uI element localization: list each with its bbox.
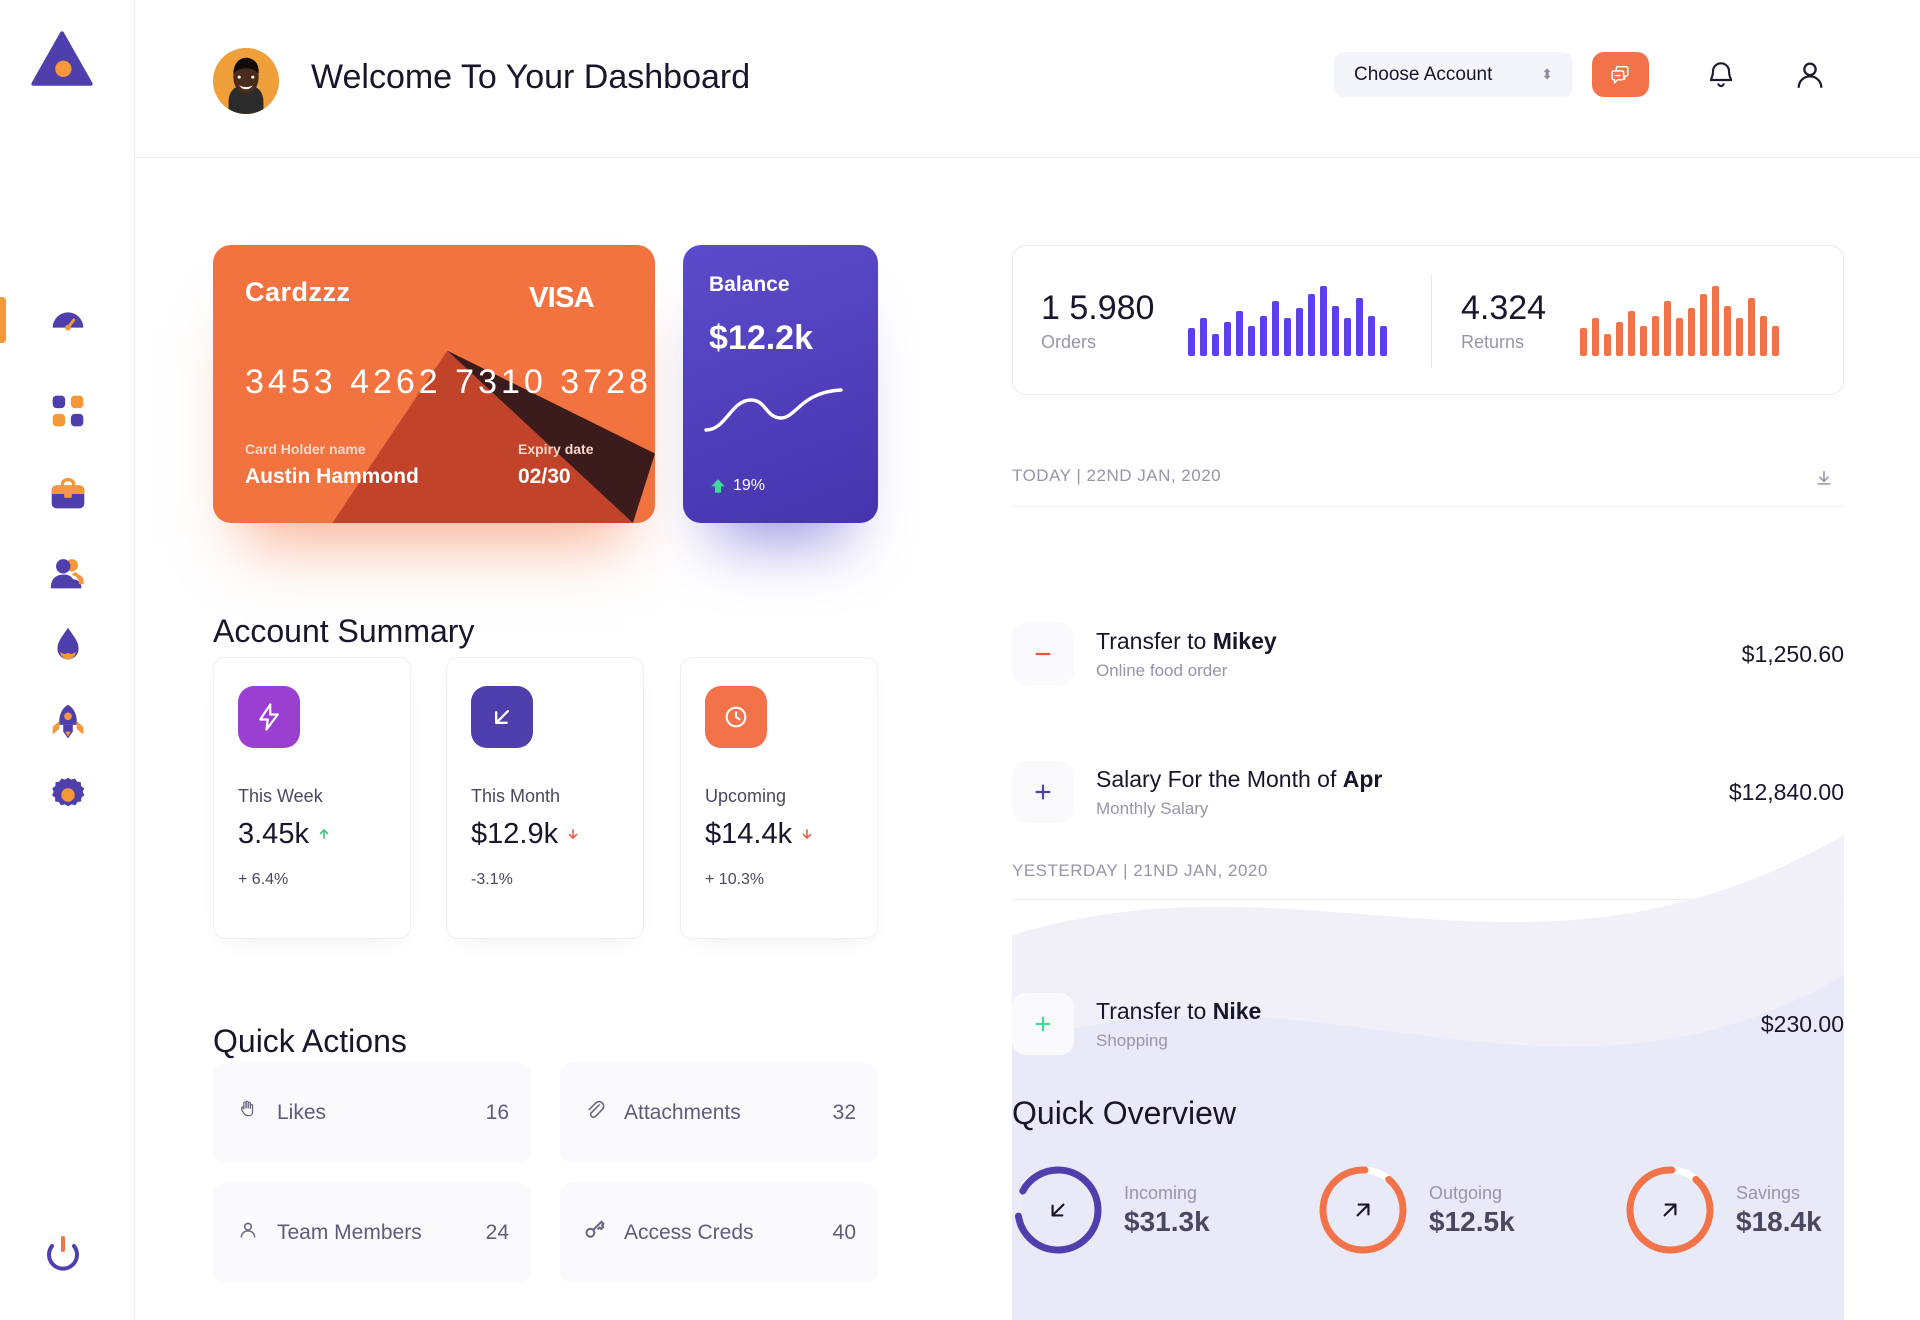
svg-text:VISA: VISA xyxy=(529,282,595,312)
